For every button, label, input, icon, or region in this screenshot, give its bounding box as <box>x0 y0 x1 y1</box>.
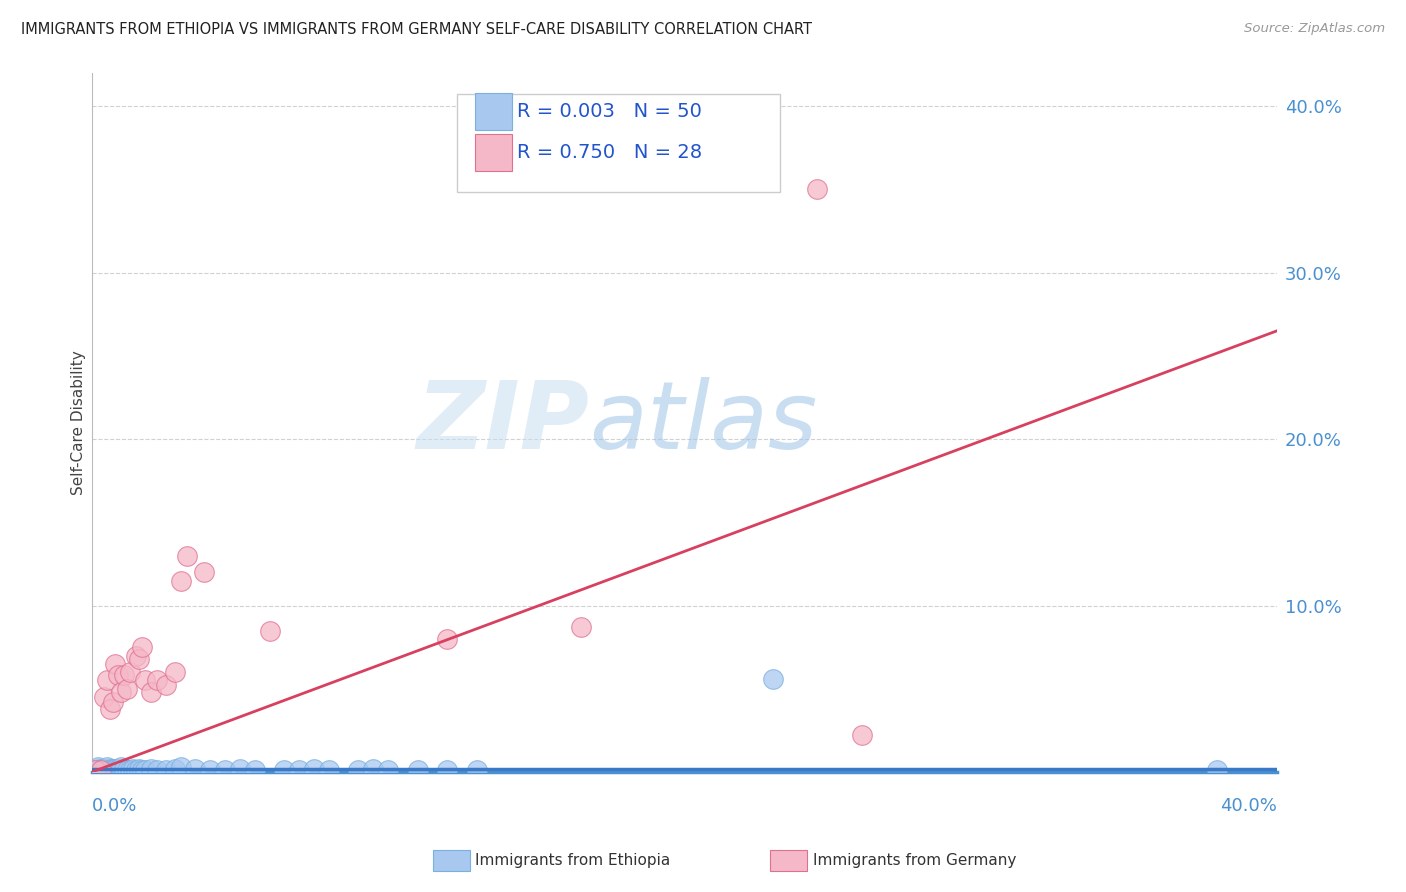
Point <box>176 549 198 563</box>
Point <box>302 762 325 776</box>
Point <box>120 764 142 778</box>
Point <box>87 762 110 776</box>
Text: atlas: atlas <box>589 377 818 468</box>
Text: 0.0%: 0.0% <box>91 797 138 815</box>
Point <box>83 764 105 778</box>
Point <box>110 685 132 699</box>
Point <box>406 764 429 778</box>
Point <box>163 665 186 680</box>
Point <box>107 668 129 682</box>
Point <box>93 762 115 776</box>
Point <box>90 764 112 778</box>
Point <box>361 762 384 776</box>
Point <box>139 685 162 699</box>
Point <box>128 652 150 666</box>
Point <box>104 657 127 671</box>
Point <box>146 673 169 688</box>
Point <box>93 690 115 705</box>
Point <box>83 764 105 778</box>
Point <box>155 764 177 778</box>
Text: Immigrants from Germany: Immigrants from Germany <box>813 854 1017 868</box>
Point <box>90 762 112 776</box>
Point <box>122 762 145 776</box>
Point <box>169 760 191 774</box>
Point <box>128 762 150 776</box>
Point <box>806 182 828 196</box>
Point <box>112 762 135 776</box>
Point <box>155 678 177 692</box>
Text: Source: ZipAtlas.com: Source: ZipAtlas.com <box>1244 22 1385 36</box>
Point <box>96 760 118 774</box>
Text: 40.0%: 40.0% <box>1220 797 1277 815</box>
Point <box>101 764 124 778</box>
Point <box>377 764 399 778</box>
Point <box>762 672 785 686</box>
Point <box>200 764 222 778</box>
Point <box>851 728 873 742</box>
Point <box>193 566 215 580</box>
Point <box>134 673 156 688</box>
Point <box>125 764 148 778</box>
Point <box>259 624 281 638</box>
Point <box>318 764 340 778</box>
Point <box>98 702 121 716</box>
Point <box>96 764 118 778</box>
Point <box>112 764 135 778</box>
Text: ZIP: ZIP <box>416 376 589 468</box>
Point <box>569 620 592 634</box>
Text: IMMIGRANTS FROM ETHIOPIA VS IMMIGRANTS FROM GERMANY SELF-CARE DISABILITY CORRELA: IMMIGRANTS FROM ETHIOPIA VS IMMIGRANTS F… <box>21 22 813 37</box>
Point <box>101 762 124 776</box>
Point <box>104 762 127 776</box>
Point <box>134 764 156 778</box>
Point <box>131 764 153 778</box>
Point <box>117 681 139 696</box>
Point <box>436 764 458 778</box>
Point <box>243 764 266 778</box>
Point <box>436 632 458 646</box>
Point <box>131 640 153 655</box>
Point <box>169 574 191 588</box>
Point <box>120 665 142 680</box>
Point <box>214 764 236 778</box>
Point <box>184 762 207 776</box>
Point <box>98 764 121 778</box>
Point <box>93 764 115 778</box>
Y-axis label: Self-Care Disability: Self-Care Disability <box>72 351 86 495</box>
Point <box>347 764 370 778</box>
Point <box>101 695 124 709</box>
Point <box>125 648 148 663</box>
Point <box>87 760 110 774</box>
Point <box>112 668 135 682</box>
Point <box>110 760 132 774</box>
Point <box>110 764 132 778</box>
Point <box>117 764 139 778</box>
Point <box>229 762 252 776</box>
Point <box>163 762 186 776</box>
Point <box>90 764 112 778</box>
Point <box>104 764 127 778</box>
Text: R = 0.003   N = 50: R = 0.003 N = 50 <box>517 102 702 121</box>
Point <box>273 764 295 778</box>
Point <box>96 673 118 688</box>
Point <box>146 764 169 778</box>
Point <box>465 764 488 778</box>
Point <box>288 764 311 778</box>
Point <box>139 762 162 776</box>
Text: R = 0.750   N = 28: R = 0.750 N = 28 <box>517 143 703 162</box>
Point <box>107 762 129 776</box>
Text: Immigrants from Ethiopia: Immigrants from Ethiopia <box>475 854 671 868</box>
Point <box>98 762 121 776</box>
Point <box>107 764 129 778</box>
Point <box>1206 764 1229 778</box>
